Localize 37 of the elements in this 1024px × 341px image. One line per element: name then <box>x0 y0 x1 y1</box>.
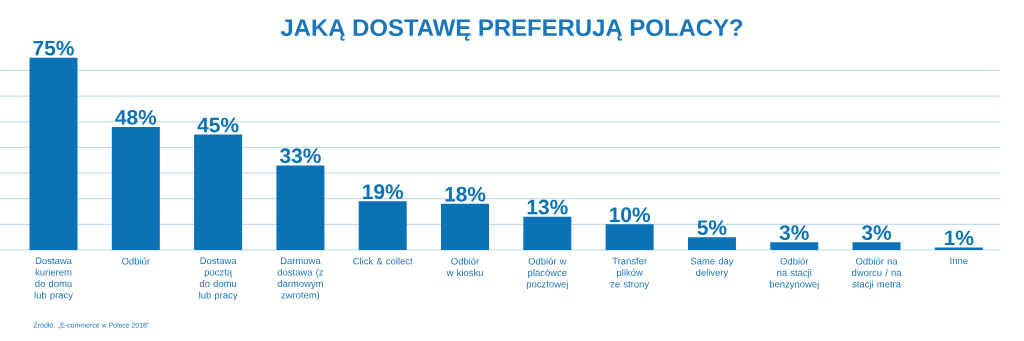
data-label: 19% <box>363 184 404 200</box>
x-tick-label: Dostawa pocztą do domu lub pracy <box>199 257 238 301</box>
bar <box>276 165 325 250</box>
x-tick-label: Transfer plików ze strony <box>610 257 650 290</box>
data-label: 3% <box>861 225 892 241</box>
bar <box>934 247 983 250</box>
x-tick-label: Same day delivery <box>690 257 734 278</box>
x-tick-label: Odbiór w placówce pocztowej <box>526 257 568 290</box>
data-label: 33% <box>279 148 321 164</box>
data-label: 13% <box>527 199 568 215</box>
data-label: 75% <box>33 40 74 56</box>
bar <box>29 57 78 250</box>
bar <box>194 134 243 250</box>
x-tick-label: Odbiór <box>122 257 150 265</box>
data-label: 1% <box>945 230 974 246</box>
x-tick-label: Darmowa dostawa (z darmowym zwrotem) <box>277 257 324 301</box>
data-label: 45% <box>197 117 239 133</box>
x-tick-label: Dostawa kurierem do domu lub pracy <box>34 257 73 301</box>
data-label: 18% <box>445 186 486 202</box>
x-tick-label: Click & collect <box>353 257 413 265</box>
data-label: 10% <box>610 207 651 223</box>
x-tick-label: Inne <box>950 257 968 265</box>
data-label: 48% <box>115 109 157 125</box>
data-label: 3% <box>779 225 809 241</box>
x-tick-label: Odbiór na dworcu / na stacji metra <box>851 257 902 290</box>
bar <box>852 242 901 250</box>
chart-title: JAKĄ DOSTAWĘ PREFERUJĄ POLACY? <box>280 19 743 41</box>
bar <box>111 126 160 250</box>
bar <box>523 216 572 250</box>
x-tick-label: Odbiór w kiosku <box>446 257 483 277</box>
bar <box>770 242 819 250</box>
bar <box>441 203 490 250</box>
bar <box>605 224 654 250</box>
bar <box>358 201 407 250</box>
data-label: 5% <box>697 220 727 235</box>
x-tick-label: Odbiór na stacji benzynowej <box>769 257 819 290</box>
bar <box>687 237 736 250</box>
